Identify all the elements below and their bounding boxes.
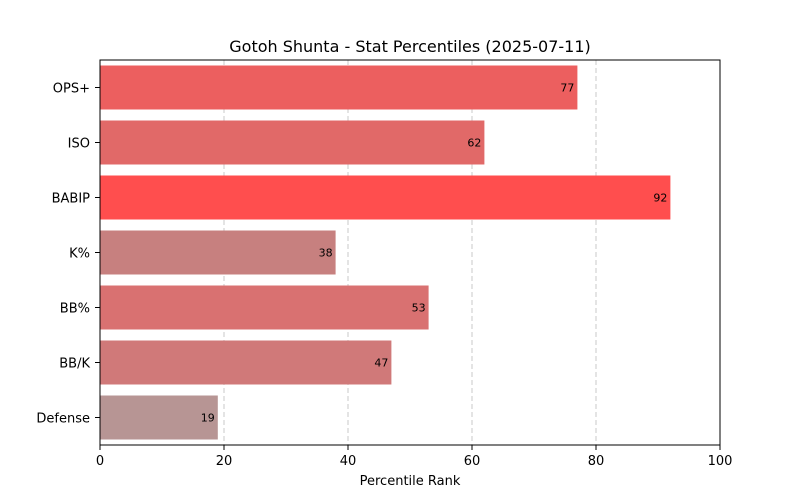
y-tick-label: BB%: [60, 302, 90, 317]
bar-value-label: 77: [560, 82, 574, 95]
bar-value-label: 38: [319, 247, 333, 260]
y-tick-label: OPS+: [53, 82, 90, 97]
x-tick-label: 40: [340, 454, 357, 469]
bar-value-label: 62: [467, 137, 481, 150]
bar: [100, 285, 429, 330]
y-tick-label: BABIP: [52, 192, 91, 207]
bar: [100, 340, 392, 385]
y-axis-ticks: OPS+ ISO BABIP K% BB% BB/K Defense: [36, 82, 100, 427]
bar: [100, 65, 578, 110]
y-tick-label: BB/K: [59, 357, 90, 372]
bar: [100, 120, 485, 165]
bar: [100, 175, 671, 220]
y-tick-label: K%: [69, 247, 90, 262]
x-axis-label: Percentile Rank: [360, 474, 461, 489]
plot-frame: [99, 59, 721, 446]
x-tick-label: 0: [96, 454, 104, 469]
x-tick-label: 60: [464, 454, 481, 469]
x-tick-label: 100: [708, 454, 733, 469]
bar: [100, 395, 218, 440]
y-tick-label: Defense: [36, 412, 90, 427]
bar-value-label: 53: [412, 302, 426, 315]
chart-title: Gotoh Shunta - Stat Percentiles (2025-07…: [229, 37, 591, 56]
x-tick-label: 20: [216, 454, 233, 469]
y-tick-label: ISO: [68, 137, 90, 152]
bars-group: 77 62 92 38 53 47 19: [100, 65, 671, 440]
bar: [100, 230, 336, 275]
bar-value-label: 92: [653, 192, 667, 205]
x-tick-label: 80: [588, 454, 605, 469]
x-axis-ticks: 0 20 40 60 80 100: [96, 445, 733, 469]
bar-value-label: 47: [374, 357, 388, 370]
bar-value-label: 19: [201, 412, 215, 425]
